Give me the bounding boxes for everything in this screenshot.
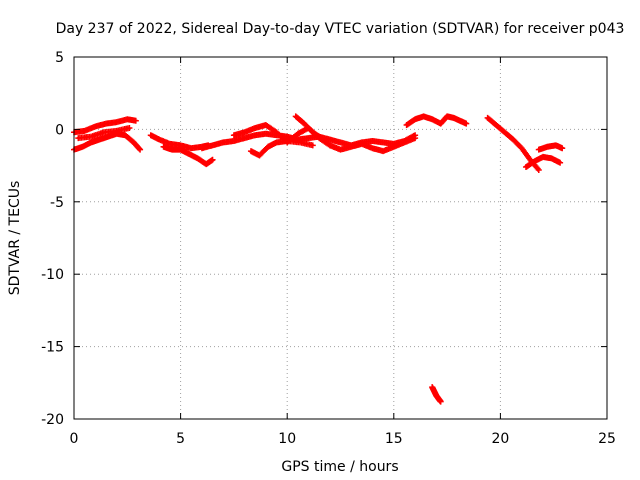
data-points	[71, 113, 566, 405]
x-tick-label: 5	[176, 431, 185, 447]
data-point	[137, 146, 144, 153]
series-track-c	[75, 124, 133, 142]
x-tick-label: 10	[278, 431, 296, 447]
chart-title: Day 237 of 2022, Sidereal Day-to-day VTE…	[56, 21, 625, 37]
data-point	[557, 159, 564, 166]
series-track-e	[160, 143, 216, 168]
data-point	[132, 117, 139, 124]
series-track-k	[484, 114, 542, 173]
data-point	[136, 145, 143, 152]
data-point	[437, 398, 444, 405]
series-track-b	[71, 130, 144, 153]
x-tick-label: 20	[491, 431, 509, 447]
data-point	[559, 145, 566, 152]
series-track-n	[429, 384, 444, 405]
x-tick-label: 15	[385, 431, 403, 447]
y-tick-label: -10	[41, 267, 64, 283]
data-point	[309, 142, 316, 149]
x-tick-label: 25	[598, 431, 616, 447]
data-point	[412, 135, 419, 142]
series-track-i	[292, 113, 325, 142]
y-tick-label: 0	[55, 122, 64, 138]
x-axis-label: GPS time / hours	[281, 459, 398, 475]
data-point	[126, 124, 133, 131]
data-point	[535, 166, 542, 173]
y-tick-label: -15	[41, 340, 64, 356]
series-track-j	[403, 113, 470, 129]
grid-lines	[74, 57, 607, 419]
series-track-m	[535, 142, 566, 153]
y-tick-label: 5	[55, 50, 64, 66]
x-tick-label: 0	[70, 431, 79, 447]
y-tick-label: -20	[41, 412, 64, 428]
data-point	[209, 156, 216, 163]
data-point	[318, 135, 325, 142]
y-axis-label: SDTVAR / TECUs	[7, 181, 23, 296]
data-point	[463, 120, 470, 127]
plot-frame	[73, 56, 608, 420]
y-tick-label: -5	[50, 195, 64, 211]
axis-ticks: 0 5 10 15 20 25 5 0 -5 -10 -15 -20	[41, 50, 616, 447]
series-track-l	[522, 153, 564, 171]
series-track-h	[247, 137, 316, 159]
